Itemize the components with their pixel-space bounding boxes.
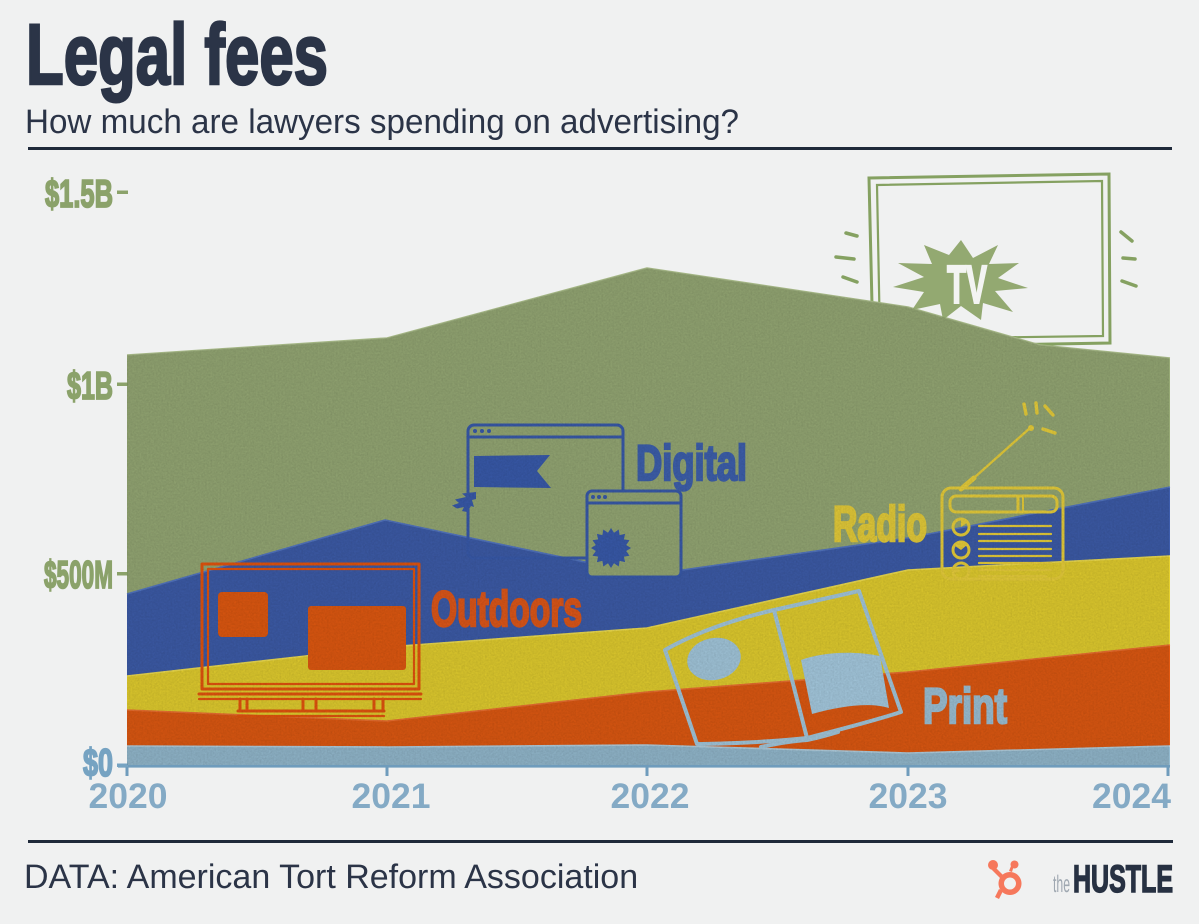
svg-text:$1.5B: $1.5B xyxy=(45,173,113,216)
svg-text:2024: 2024 xyxy=(1092,776,1171,816)
svg-text:$0: $0 xyxy=(83,742,113,785)
svg-text:$500M: $500M xyxy=(44,554,113,597)
svg-text:2023: 2023 xyxy=(869,776,948,816)
svg-text:2020: 2020 xyxy=(89,776,168,816)
svg-text:TV: TV xyxy=(947,255,987,315)
svg-text:HUSTLE: HUSTLE xyxy=(1073,858,1173,901)
svg-text:$1B: $1B xyxy=(67,365,113,408)
svg-text:Legal fees: Legal fees xyxy=(26,7,328,103)
svg-text:2022: 2022 xyxy=(611,776,690,816)
svg-text:How much are lawyers spending: How much are lawyers spending on adverti… xyxy=(25,103,739,141)
svg-text:the: the xyxy=(1053,871,1070,898)
svg-text:DATA: American Tort Reform Ass: DATA: American Tort Reform Association xyxy=(24,858,638,896)
svg-text:2021: 2021 xyxy=(352,776,431,816)
